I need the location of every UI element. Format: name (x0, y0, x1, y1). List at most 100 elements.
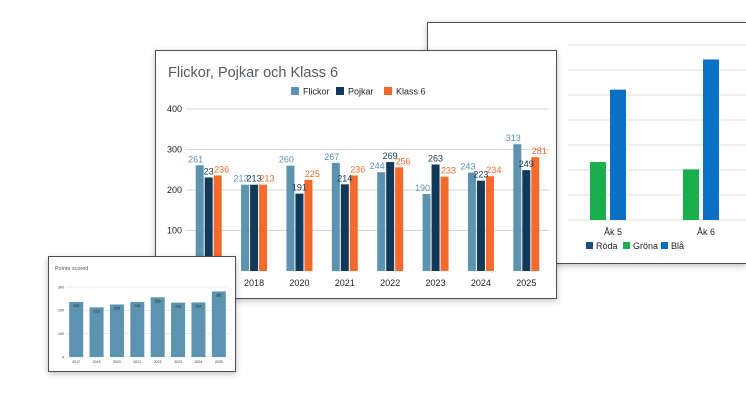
data-label: 23 (204, 166, 214, 176)
data-label: 244 (370, 161, 385, 171)
bar (191, 302, 206, 357)
data-label: 233 (175, 305, 181, 309)
bar-pojkar (386, 162, 395, 271)
bar (211, 291, 226, 357)
x-tick-label: 2023 (426, 278, 446, 288)
x-tick-label: 2021 (335, 278, 355, 288)
legend-label: Röda (596, 241, 618, 251)
bar-blå (610, 89, 626, 220)
data-label: 225 (305, 169, 320, 179)
data-label: 263 (428, 153, 443, 163)
data-label: 256 (155, 299, 161, 303)
x-tick-label: 2024 (194, 360, 202, 364)
x-tick-label: 2018 (93, 360, 101, 364)
bar (89, 307, 104, 357)
data-label: 214 (337, 173, 352, 183)
bar-klass-6 (531, 157, 540, 271)
data-label: 213 (247, 174, 262, 184)
chart-title: Flickor, Pojkar och Klass 6 (168, 65, 338, 81)
legend-label: Gröna (633, 241, 658, 251)
small-chart-card: Points scored 0 100 200 300 236 2017 213 2018 225… (48, 256, 236, 372)
bar-pojkar (476, 180, 485, 271)
bar-pojkar (250, 184, 259, 271)
bar-gröna (683, 169, 699, 220)
bar (69, 301, 84, 357)
x-tick-label: 2017 (72, 360, 80, 364)
bar-flickor (286, 165, 295, 271)
y-tick-label: 0 (62, 355, 64, 359)
bar-gröna (590, 162, 606, 220)
y-tick-label: 100 (167, 226, 182, 236)
x-tick-label: 2025 (215, 360, 223, 364)
data-label: 269 (383, 151, 398, 161)
small-chart: Points scored 0 100 200 300 236 2017 213 2018 225… (55, 266, 229, 364)
bar-klass-6 (349, 175, 358, 271)
legend-swatch-klass-6 (384, 87, 392, 95)
bar-pojkar (522, 170, 531, 271)
bar-klass-6 (440, 176, 449, 271)
y-tick-label: 200 (58, 309, 64, 313)
bar-klass-6 (213, 175, 222, 271)
bar-blå (703, 59, 719, 220)
x-tick-label: Åk 6 (697, 227, 715, 237)
x-tick-label: 2025 (516, 278, 536, 288)
data-label: 236 (214, 164, 229, 174)
data-label: 236 (73, 304, 79, 308)
data-label: 236 (134, 304, 140, 308)
data-label: 256 (396, 156, 411, 166)
bar-flickor (467, 172, 476, 271)
bar-klass-6 (304, 179, 313, 271)
x-tick-label: 2020 (289, 278, 309, 288)
chart-title: Points scored (55, 266, 88, 272)
bar (109, 304, 124, 357)
main-chart: Flickor, Pojkar och Klass 6 Flickor Pojkar… (167, 65, 549, 288)
bar-pojkar (340, 184, 349, 271)
y-tick-label: 100 (58, 332, 64, 336)
data-label: 261 (188, 154, 203, 164)
back-chart: Åk 5 Åk 6 Röda Gröna Blå (568, 44, 746, 251)
data-label: 313 (506, 133, 521, 143)
bar-klass-6 (485, 176, 494, 271)
bar-pojkar (431, 164, 440, 271)
bar (171, 302, 186, 357)
legend-label: Blå (671, 241, 684, 251)
bar-klass-6 (259, 184, 268, 271)
x-tick-label: 2024 (471, 278, 491, 288)
legend-swatch-gröna (623, 242, 630, 249)
legend-label: Flickor (303, 87, 330, 97)
bar-flickor (422, 194, 431, 271)
legend-label: Klass 6 (396, 87, 426, 97)
bar-flickor (195, 165, 204, 271)
x-tick-label: 2018 (244, 278, 264, 288)
data-label: 225 (114, 307, 120, 311)
legend-swatch-pojkar (336, 87, 344, 95)
bar (130, 301, 145, 357)
legend-swatch-röda (586, 242, 593, 249)
main-chart-card: Flickor, Pojkar och Klass 6 Flickor Pojkar… (155, 50, 557, 299)
y-tick-label: 300 (58, 285, 64, 289)
bar-flickor (241, 184, 250, 271)
data-label: 191 (292, 183, 307, 193)
legend-swatch-blå (661, 242, 668, 249)
x-tick-label: Åk 5 (604, 227, 622, 237)
x-tick-label: 2020 (113, 360, 121, 364)
data-label: 213 (234, 174, 249, 184)
data-label: 267 (324, 152, 339, 162)
data-label: 223 (473, 170, 488, 180)
x-tick-label: 2021 (133, 360, 141, 364)
data-label: 233 (441, 166, 456, 176)
data-label: 234 (486, 165, 501, 175)
bar-klass-6 (395, 167, 404, 271)
bar-pojkar (204, 177, 213, 271)
y-tick-label: 200 (167, 185, 182, 195)
bar-flickor (377, 172, 386, 271)
data-label: 190 (415, 183, 430, 193)
y-tick-label: 300 (167, 145, 182, 155)
bar-flickor (513, 144, 522, 271)
legend-label: Pojkar (348, 87, 374, 97)
data-label: 281 (216, 293, 222, 297)
data-label: 249 (519, 159, 534, 169)
data-label: 236 (350, 164, 365, 174)
data-label: 213 (94, 309, 100, 313)
data-label: 281 (532, 146, 547, 156)
